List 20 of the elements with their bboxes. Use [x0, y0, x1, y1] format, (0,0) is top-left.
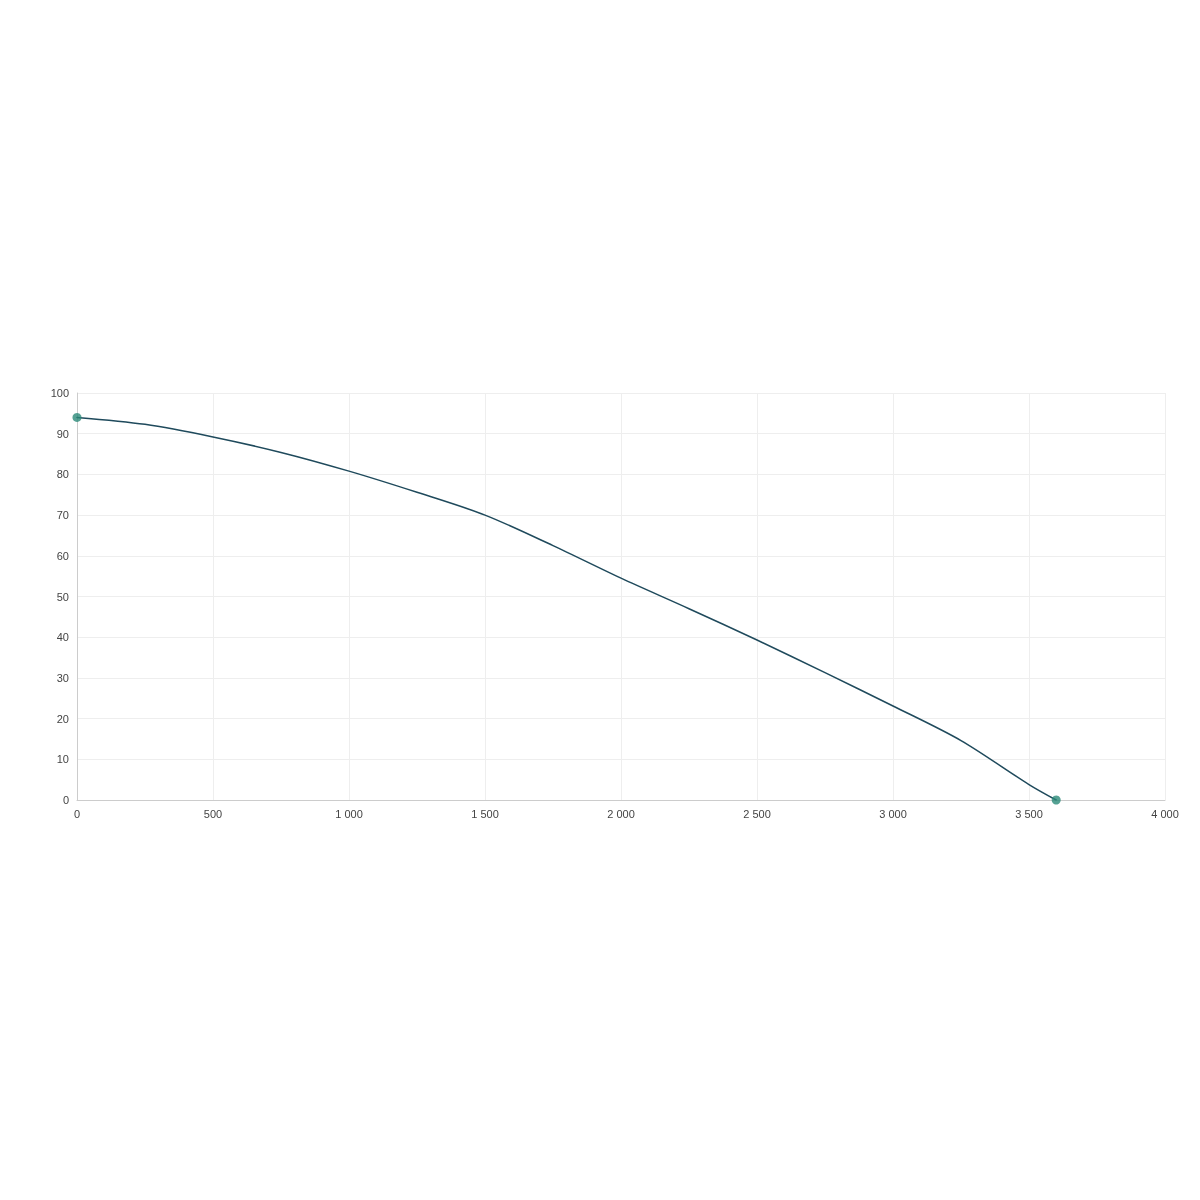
- y-tick-label: 20: [56, 712, 69, 725]
- x-tick-label: 1 000: [335, 807, 363, 820]
- y-tick-label: 80: [56, 468, 69, 481]
- x-tick-label: 3 000: [879, 807, 907, 820]
- x-tick-label: 4 000: [1151, 807, 1179, 820]
- y-tick-label: 0: [62, 794, 69, 806]
- x-tick-label: 3 500: [1015, 807, 1043, 820]
- y-tick-label: 50: [56, 590, 69, 603]
- y-tick-label: 90: [56, 427, 69, 440]
- x-tick-label: 2 500: [743, 807, 771, 820]
- x-tick-label: 500: [203, 807, 223, 820]
- y-tick-label: 60: [56, 549, 69, 562]
- x-tick-label: 2 000: [607, 807, 635, 820]
- y-tick-label: 40: [56, 631, 69, 644]
- x-tick-label: 1 500: [471, 807, 499, 820]
- x-tick-label: 0: [73, 807, 81, 820]
- y-tick-label: 10: [56, 753, 69, 766]
- y-tick-label: 30: [56, 671, 69, 684]
- y-tick-label: 70: [56, 509, 69, 522]
- y-tick-label: 100: [50, 387, 69, 399]
